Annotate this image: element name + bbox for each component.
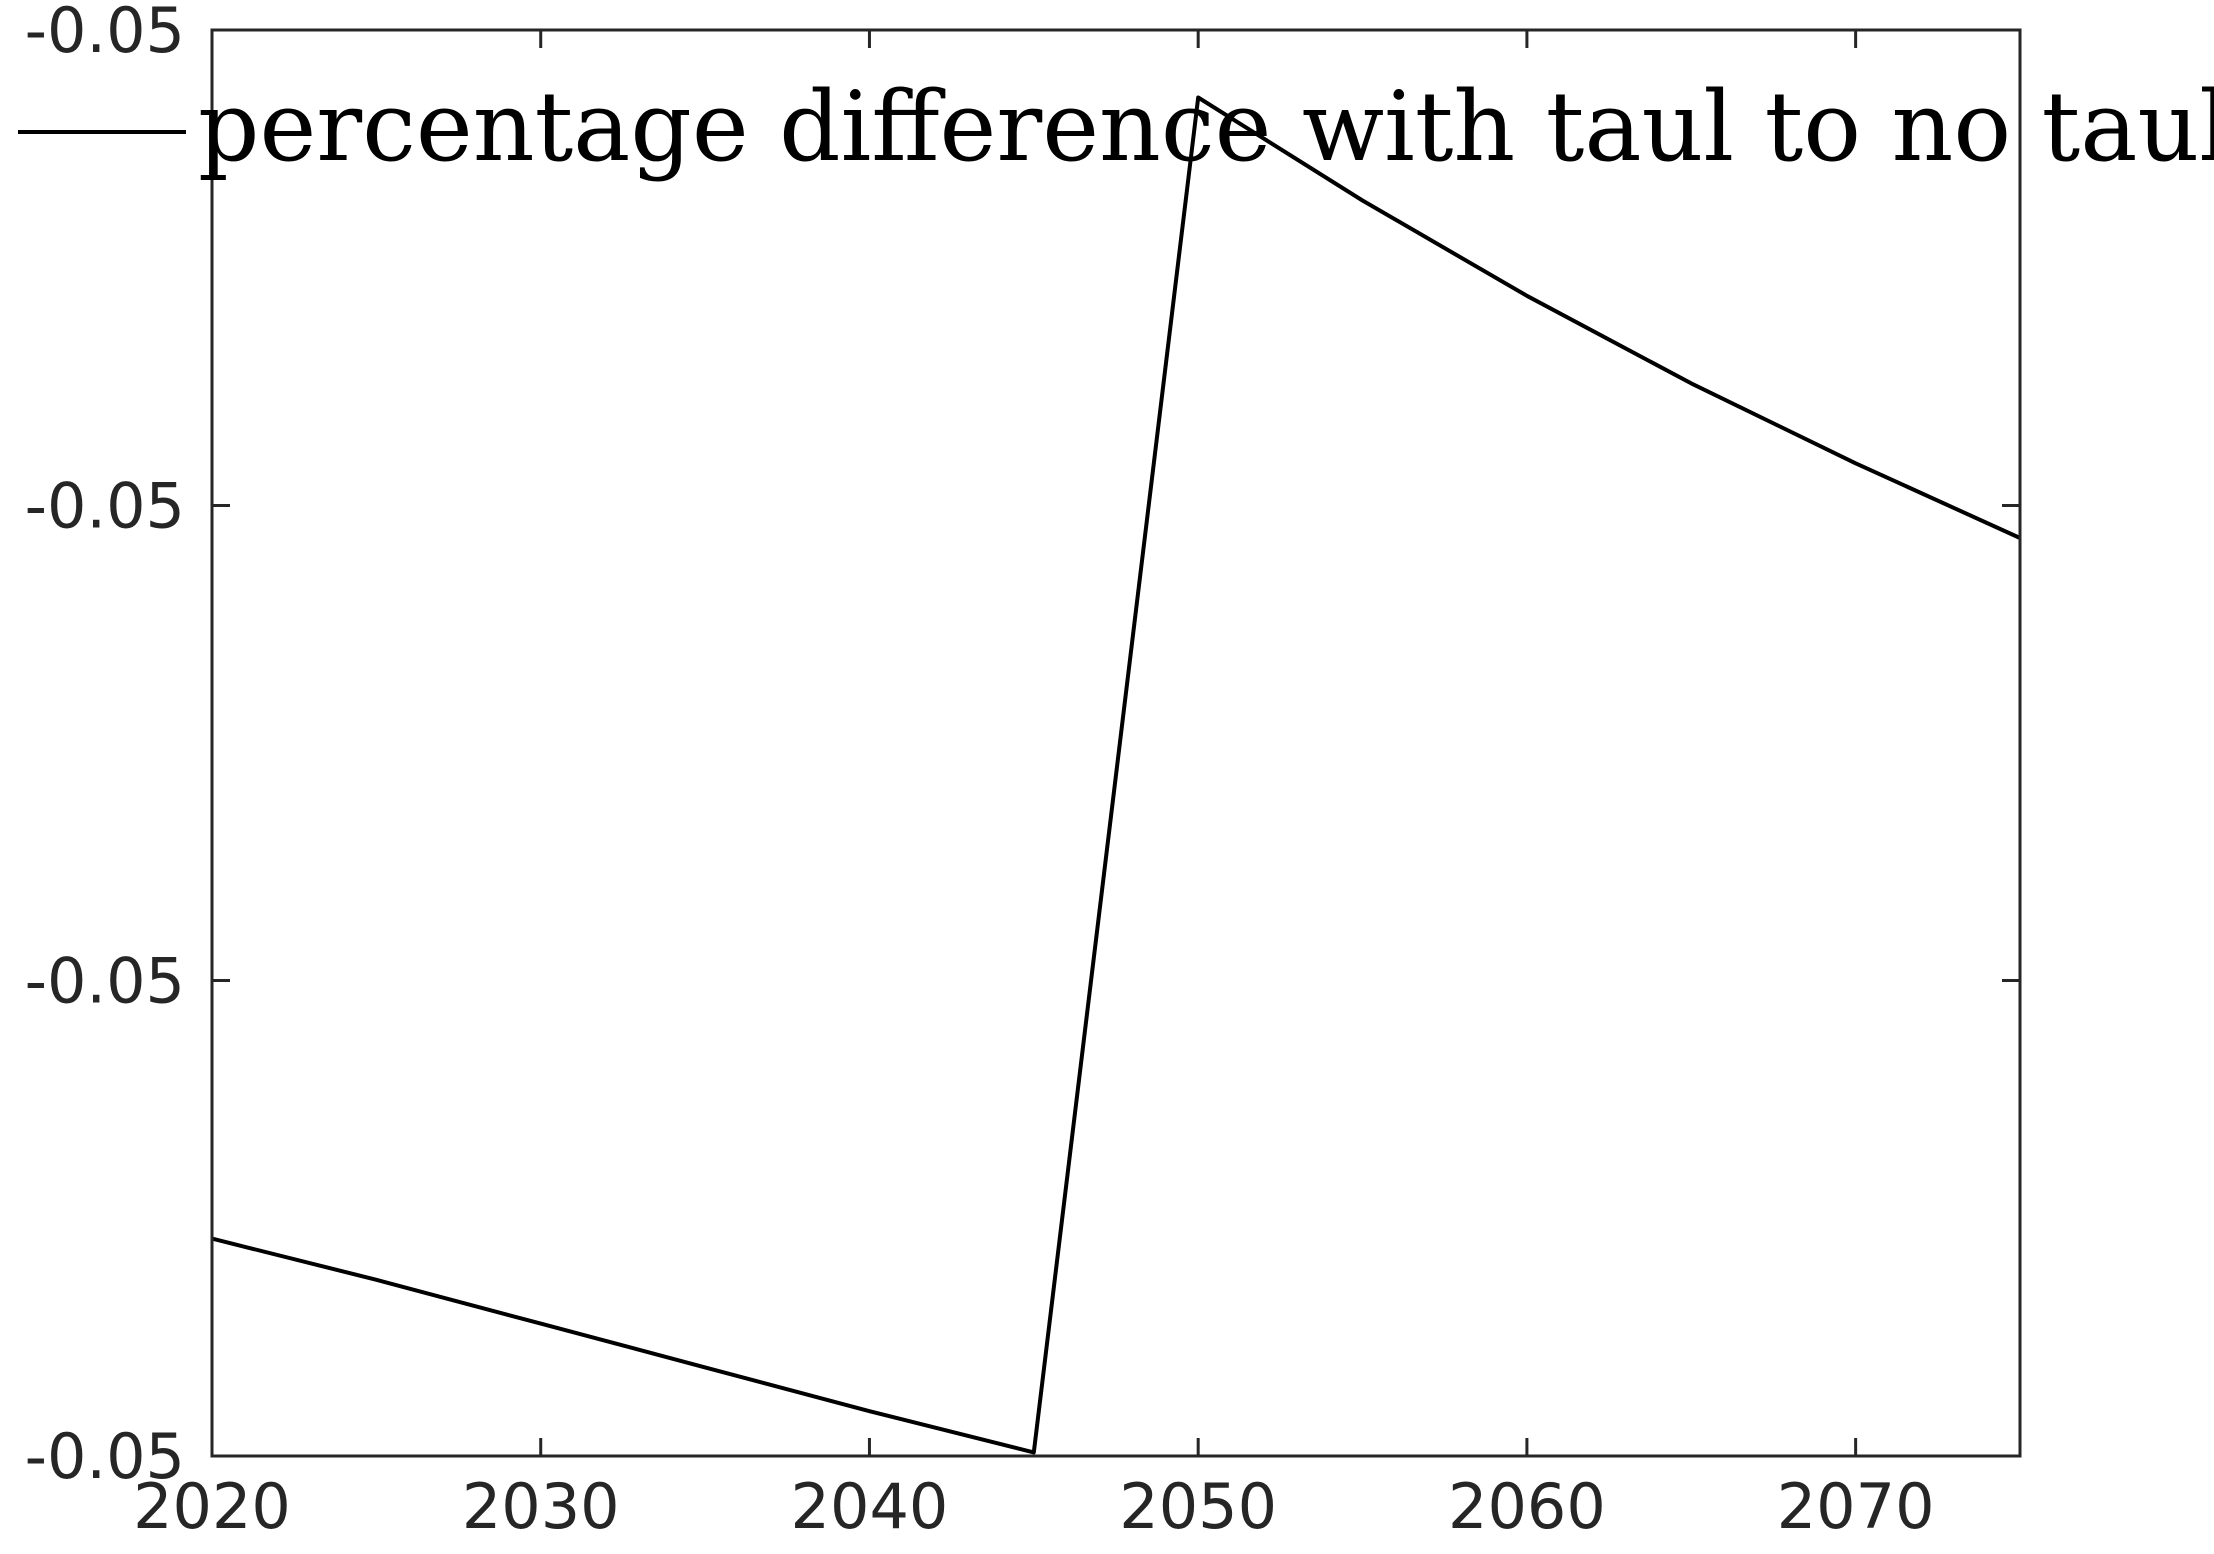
series-line xyxy=(211,95,2021,1455)
y-tick-label: -0.05 xyxy=(25,1420,185,1493)
x-tick-label: 2060 xyxy=(1448,1470,1606,1543)
x-tick-label: 2040 xyxy=(791,1470,949,1543)
y-tick-labels: -0.05 -0.05 -0.05 -0.05 xyxy=(25,0,185,1493)
x-tick-label: 2020 xyxy=(133,1470,291,1543)
y-tick-label: -0.05 xyxy=(25,470,185,543)
x-tick-label: 2070 xyxy=(1777,1470,1935,1543)
x-tick-labels: 2020 2030 2040 2050 2060 2070 xyxy=(133,1470,1934,1543)
plot-background xyxy=(212,30,2020,1456)
series-layer xyxy=(211,95,2021,1455)
x-tick-label: 2050 xyxy=(1119,1470,1277,1543)
legend: percentage difference with taul to no ta… xyxy=(18,71,2214,183)
legend-entry-label: percentage difference with taul to no ta… xyxy=(198,71,2214,183)
plot-area-frame xyxy=(210,28,2022,1458)
y-tick-label: -0.05 xyxy=(25,944,185,1017)
x-tick-label: 2030 xyxy=(462,1470,620,1543)
y-tick-label: -0.05 xyxy=(25,0,185,67)
